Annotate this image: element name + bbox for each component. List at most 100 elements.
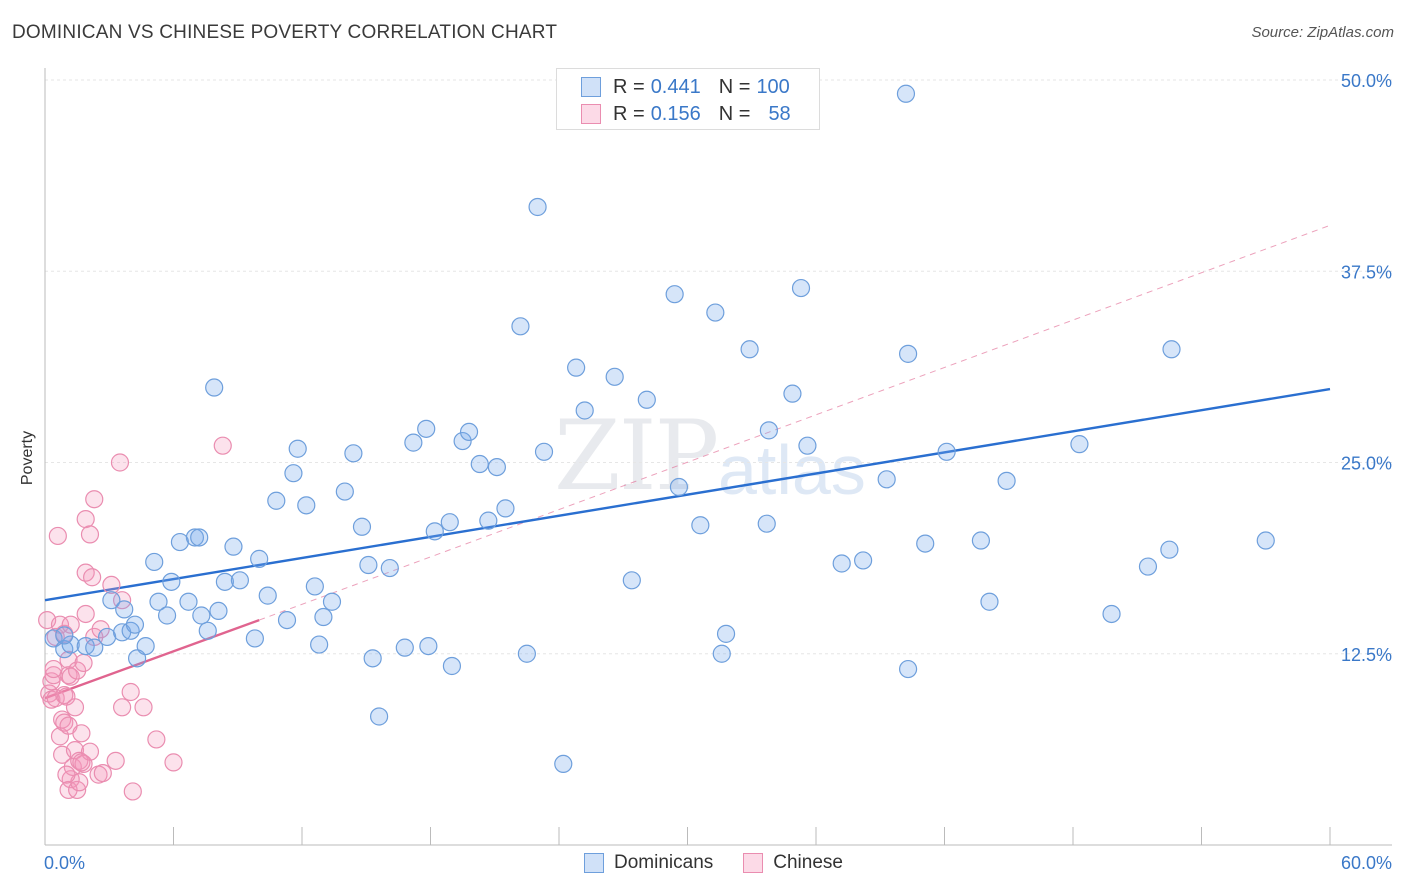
n-label: N = — [718, 102, 751, 125]
dominican-point — [417, 419, 436, 438]
legend-item-chinese: Chinese — [743, 852, 843, 874]
y-tick-label: 12.5% — [1341, 645, 1392, 665]
dominican-point — [310, 635, 329, 654]
chinese-point — [93, 763, 112, 783]
dominican-point — [854, 551, 873, 570]
dominican-point — [192, 606, 211, 625]
dominican-point — [440, 513, 459, 532]
legend-label-dominicans: Dominicans — [614, 852, 714, 873]
dominican-point — [98, 627, 117, 647]
r-label: R = — [613, 75, 645, 98]
chinese-swatch — [743, 853, 764, 873]
chinese-point — [106, 751, 125, 770]
dominican-point — [425, 522, 444, 541]
dominican-point — [453, 431, 472, 451]
dominican-point — [470, 454, 489, 474]
dominican-point — [997, 471, 1016, 490]
chinese-point — [213, 436, 232, 455]
dominican-point — [245, 629, 264, 648]
dominican-point — [706, 303, 725, 322]
chinese-point — [147, 730, 166, 749]
dominican-point — [305, 577, 324, 596]
dominican-point — [1160, 540, 1179, 559]
dominican-point — [157, 606, 177, 625]
dominican-point — [115, 600, 134, 619]
dominican-point — [55, 626, 74, 645]
dominican-point — [691, 516, 710, 535]
dominican-point — [528, 197, 547, 217]
dominican-point — [980, 592, 999, 611]
dominican-point — [757, 514, 776, 533]
chinese-point — [44, 659, 63, 679]
dominican-point — [284, 464, 303, 483]
dominican-point — [370, 707, 389, 726]
dominican-point — [277, 610, 297, 630]
dominican-point — [258, 586, 277, 605]
dominican-point — [459, 422, 479, 441]
dominican-point — [205, 378, 224, 397]
dominican-point — [198, 621, 217, 640]
dominican-point — [395, 638, 414, 657]
n-value: 58 — [768, 102, 791, 125]
dominican-point — [363, 649, 382, 668]
dominican-point — [136, 636, 155, 656]
dominican-point — [1102, 604, 1121, 624]
dominican-point — [55, 640, 74, 659]
dominican-swatch — [584, 853, 604, 873]
y-tick-label: 25.0% — [1341, 454, 1392, 474]
axes — [44, 68, 1392, 846]
chinese-point — [76, 604, 95, 624]
dominican-point — [209, 601, 228, 621]
chinese-point — [76, 563, 95, 582]
dominican-point — [102, 591, 121, 610]
dominican-point — [517, 644, 536, 663]
dominican-point — [170, 532, 190, 552]
dominican-trend-line — [44, 387, 1331, 602]
dominican-point — [665, 285, 684, 304]
dominican-point — [877, 470, 896, 489]
legend-item-dominicans: Dominicans — [584, 852, 713, 874]
dominican-point — [479, 511, 498, 530]
dominican-point — [759, 421, 778, 440]
dominican-point — [288, 439, 307, 458]
dominican-point — [937, 442, 956, 461]
chinese-point — [112, 698, 132, 717]
chinese-point — [110, 453, 130, 472]
dominican-point — [783, 384, 802, 403]
dominican-point — [712, 644, 731, 663]
source-credit: Source: ZipAtlas.com — [1251, 24, 1394, 41]
n-value: 100 — [756, 75, 790, 98]
dominican-point — [716, 624, 736, 643]
dominican-point — [487, 457, 506, 477]
x-tick-label: 60.0% — [1341, 853, 1392, 873]
dominican-point — [898, 659, 918, 679]
chinese-trend-extension — [258, 224, 1331, 621]
dominican-point — [162, 572, 181, 591]
dominican-point — [1138, 557, 1158, 576]
dominican-point — [149, 592, 168, 611]
chinese-point — [83, 568, 102, 587]
chinese-points — [38, 436, 232, 801]
chinese-swatch — [581, 104, 601, 124]
tick-labels: 12.5% 25.0% 37.5% 50.0% 0.0% 60.0% — [44, 71, 1392, 873]
chinese-trend-line — [44, 618, 260, 700]
dominican-point — [575, 401, 594, 420]
y-tick-label: 50.0% — [1341, 71, 1392, 91]
dominican-point — [740, 340, 759, 359]
dominican-point — [359, 555, 378, 575]
chinese-point — [57, 765, 76, 784]
dominican-point — [179, 592, 198, 611]
dominican-point — [185, 528, 205, 547]
dominican-point — [554, 754, 573, 774]
dominican-point — [145, 552, 164, 572]
n-label: N = — [718, 75, 751, 98]
dominican-point — [622, 571, 641, 590]
chinese-point — [65, 698, 85, 717]
dominican-point — [190, 528, 209, 547]
dominican-point — [250, 549, 269, 568]
dominican-point — [314, 607, 333, 627]
dominican-point — [380, 558, 399, 578]
dominican-point — [1070, 435, 1089, 454]
legend-label-chinese: Chinese — [773, 852, 843, 873]
